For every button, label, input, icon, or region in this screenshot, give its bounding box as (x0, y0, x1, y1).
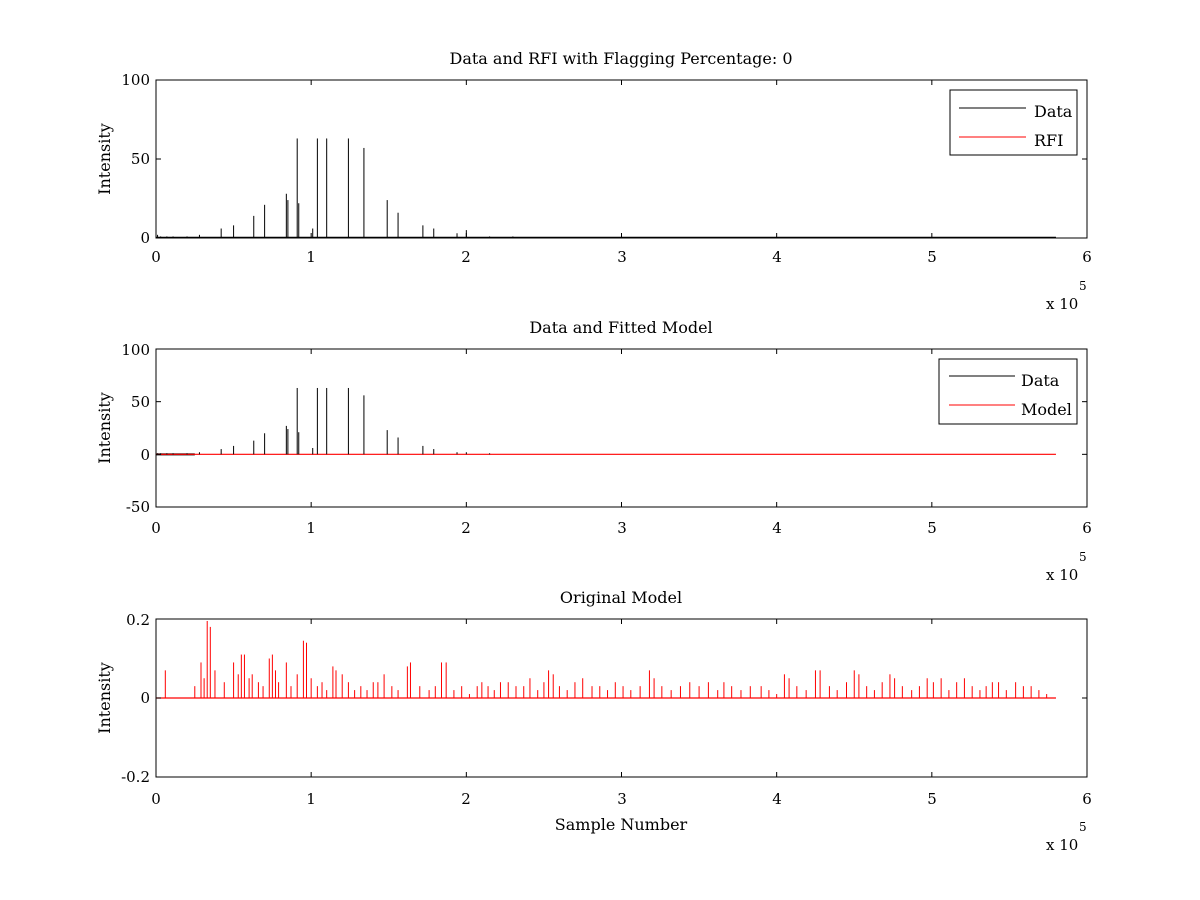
subplot-1-exponent-power: 5 (1079, 279, 1087, 293)
subplot-1: Data and RFI with Flagging Percentage: 0… (95, 49, 1092, 313)
subplot-3-exponent-power: 5 (1079, 820, 1087, 834)
subplot-3-marks (156, 620, 1056, 699)
subplot-1-ticks (155, 79, 1088, 239)
subplot-2-legend-label-data: Data (1021, 371, 1060, 390)
subplot-2-axes-box (155, 348, 1088, 508)
subplot-1-xtick: 3 (617, 248, 627, 266)
subplot-1-xtick: 5 (927, 248, 937, 266)
subplot-3-xtick: 5 (927, 790, 937, 808)
subplot-3: Original Model Intensity 0 1 2 3 4 5 6 -… (95, 588, 1092, 854)
subplot-3-xtick: 1 (306, 790, 316, 808)
subplot-2-ytick: 50 (131, 393, 150, 411)
subplot-1-ylabel: Intensity (95, 123, 114, 195)
subplot-3-ylabel: Intensity (95, 662, 114, 734)
subplot-2-xtick: 0 (151, 519, 161, 537)
subplot-3-ytick: 0.2 (126, 611, 150, 629)
subplot-1-ytick: 0 (140, 229, 150, 247)
subplot-2: Data and Fitted Model Intensity 0 1 2 3 … (95, 318, 1092, 584)
subplot-2-legend-box (938, 358, 1078, 425)
subplot-3-xlabel: Sample Number (555, 815, 688, 834)
subplot-2-ytick: 0 (140, 446, 150, 464)
subplot-3-xtick: 2 (461, 790, 471, 808)
subplot-3-xtick: 6 (1082, 790, 1092, 808)
subplot-1-legend: Data RFI (949, 89, 1078, 156)
subplot-2-ticks (155, 348, 1088, 508)
subplot-1-legend-label-data: Data (1034, 102, 1073, 121)
subplot-2-title: Data and Fitted Model (529, 318, 712, 337)
subplot-2-legend: Data Model (938, 358, 1078, 425)
subplot-1-xtick: 0 (151, 248, 161, 266)
subplot-1-legend-label-rfi: RFI (1034, 131, 1063, 150)
subplot-2-exponent-base: x 10 (1046, 566, 1078, 584)
subplot-1-xtick: 6 (1082, 248, 1092, 266)
subplot-2-xtick: 2 (461, 519, 471, 537)
subplot-1-legend-box (949, 89, 1078, 156)
subplot-2-ylabel: Intensity (95, 392, 114, 464)
subplot-2-xtick: 4 (772, 519, 782, 537)
subplot-1-axes-box (155, 79, 1088, 239)
subplot-3-exponent-base: x 10 (1046, 836, 1078, 854)
subplot-3-title: Original Model (560, 588, 682, 607)
subplot-1-title: Data and RFI with Flagging Percentage: 0 (449, 49, 792, 68)
subplot-3-xtick: 4 (772, 790, 782, 808)
subplot-1-ytick: 100 (121, 71, 150, 89)
subplot-2-legend-label-model: Model (1021, 400, 1072, 419)
subplot-2-xtick: 6 (1082, 519, 1092, 537)
subplot-1-ytick: 50 (131, 150, 150, 168)
subplot-1-xtick: 2 (461, 248, 471, 266)
subplot-2-ytick: 100 (121, 341, 150, 359)
subplot-1-xtick: 1 (306, 248, 316, 266)
subplot-3-xtick: 0 (151, 790, 161, 808)
subplot-3-ticks (155, 618, 1088, 778)
subplot-3-xtick: 3 (617, 790, 627, 808)
subplot-1-exponent-base: x 10 (1046, 295, 1078, 313)
subplot-2-xtick: 1 (306, 519, 316, 537)
subplot-2-exponent-power: 5 (1079, 550, 1087, 564)
subplot-1-marks (156, 138, 1056, 239)
subplot-3-ytick: -0.2 (121, 768, 150, 786)
subplot-2-xtick: 3 (617, 519, 627, 537)
subplot-3-ytick: 0 (140, 689, 150, 707)
subplot-1-xtick: 4 (772, 248, 782, 266)
subplot-2-ytick: -50 (126, 498, 150, 516)
subplot-2-marks (156, 387, 1056, 456)
subplot-2-xtick: 5 (927, 519, 937, 537)
